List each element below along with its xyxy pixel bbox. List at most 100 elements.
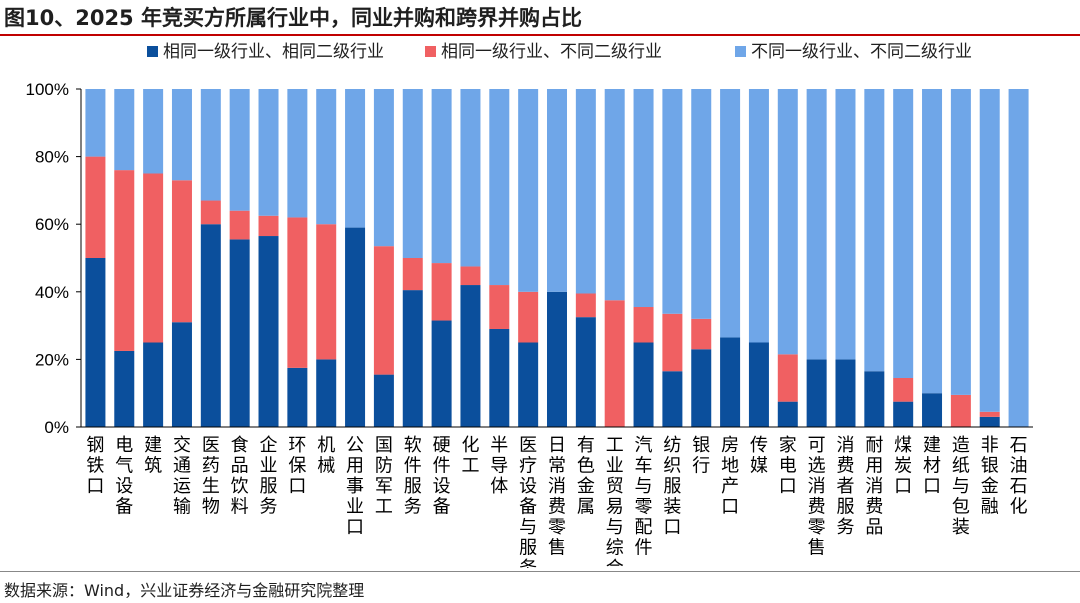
x-tick-label: 银行 (692, 435, 710, 477)
bars (85, 89, 1029, 427)
bar-segment-1 (922, 393, 943, 427)
bar-segment-3 (171, 89, 192, 181)
x-tick-label: 家电口 (779, 435, 797, 497)
bar-segment-2 (85, 156, 106, 258)
x-tick-label: 钢铁口 (86, 435, 104, 497)
x-tick-label: 食品饮料 (231, 435, 249, 518)
x-tick-label: 半导体 (490, 435, 508, 497)
bar-segment-2 (373, 246, 394, 375)
title-divider (0, 34, 1080, 36)
bar-segment-2 (258, 215, 279, 237)
bar-segment-2 (287, 217, 308, 368)
bar-segment-2 (604, 300, 625, 427)
bar-segment-1 (143, 342, 164, 427)
bar-segment-2 (460, 266, 481, 286)
x-tick-label: 有色金属 (577, 435, 595, 518)
legend-swatch-1 (147, 46, 158, 57)
bar-segment-3 (979, 89, 1000, 412)
legend-swatch-3 (735, 46, 746, 57)
bar-segment-1 (748, 342, 769, 427)
x-tick-label: 电气设备 (115, 435, 133, 518)
x-tick-label: 国防军工 (375, 435, 393, 518)
x-tick-label: 软件服务 (404, 435, 422, 518)
bar-segment-2 (691, 318, 712, 350)
bar-segment-1 (777, 401, 798, 427)
bar-segment-1 (691, 349, 712, 427)
bar-segment-2 (575, 293, 596, 318)
bar-segment-3 (287, 89, 308, 218)
y-axis: 0% 20% 40% 60% 80% 100% (26, 80, 82, 437)
bar-segment-3 (460, 89, 481, 267)
bar-segment-3 (720, 89, 741, 338)
bar-segment-3 (864, 89, 885, 372)
bar-segment-3 (806, 89, 827, 360)
bar-segment-1 (345, 227, 366, 427)
bar-segment-3 (518, 89, 539, 292)
bar-segment-3 (691, 89, 712, 319)
y-tick-label: 100% (26, 80, 69, 99)
bar-segment-1 (864, 371, 885, 427)
bar-segment-3 (345, 89, 366, 228)
bar-segment-3 (922, 89, 943, 394)
bar-segment-1 (633, 342, 654, 427)
legend: 相同一级行业、相同二级行业 相同一级行业、不同二级行业 不同一级行业、不同二级行业 (147, 42, 972, 62)
bar-segment-1 (287, 367, 308, 427)
x-tick-label: 非银金融 (981, 435, 999, 518)
bar-segment-3 (1008, 89, 1029, 427)
x-tick-label: 消费者服务 (836, 435, 854, 538)
bar-segment-3 (662, 89, 683, 314)
bar-segment-2 (518, 291, 539, 343)
bar-segment-2 (633, 307, 654, 343)
y-tick-label: 20% (35, 350, 69, 369)
x-tick-label: 医疗设备与服务 (519, 435, 537, 568)
bar-segment-3 (85, 89, 106, 157)
bar-segment-1 (547, 291, 567, 427)
bar-segment-1 (518, 342, 539, 427)
bar-segment-3 (748, 89, 769, 343)
y-tick-label: 60% (35, 215, 69, 234)
bar-segment-2 (662, 313, 683, 372)
y-tick-label: 0% (44, 418, 69, 437)
x-tick-label: 耐用消费品 (865, 435, 883, 538)
bar-segment-3 (950, 89, 971, 395)
bar-segment-1 (806, 359, 827, 427)
bar-segment-2 (979, 411, 1000, 417)
x-tick-label: 工业贸易与综合 (606, 435, 624, 568)
x-tick-label: 汽车与零配件 (635, 435, 653, 559)
bar-segment-1 (316, 359, 337, 427)
bar-segment-2 (229, 210, 250, 240)
bar-segment-3 (200, 89, 221, 201)
bar-segment-3 (893, 89, 914, 378)
x-tick-label: 石油石化 (1010, 435, 1028, 518)
bar-segment-3 (604, 89, 625, 301)
bar-segment-1 (171, 322, 192, 427)
bar-segment-2 (489, 285, 510, 329)
x-tick-label: 硬件设备 (433, 435, 451, 518)
source-note: 数据来源：Wind，兴业证券经济与金融研究院整理 (4, 581, 365, 600)
bar-segment-3 (402, 89, 423, 258)
y-tick-label: 80% (35, 148, 69, 167)
bar-segment-3 (114, 89, 135, 171)
bar-segment-2 (777, 354, 798, 402)
x-axis: 钢铁口电气设备建筑交通运输医药生物食品饮料企业服务环保口机械公用事业口国防军工软… (81, 426, 1033, 568)
x-tick-label: 企业服务 (260, 435, 278, 518)
bar-segment-2 (171, 180, 192, 323)
bar-segment-2 (893, 377, 914, 402)
bar-segment-3 (229, 89, 250, 211)
bar-segment-2 (402, 258, 423, 291)
figure-title: 图10、2025 年竞买方所属行业中，同业并购和跨界并购占比 (4, 6, 582, 30)
bar-segment-3 (431, 89, 452, 264)
x-tick-label: 环保口 (288, 435, 306, 497)
x-tick-label: 建材口 (923, 435, 941, 497)
bar-segment-1 (835, 359, 856, 427)
bar-segment-1 (489, 328, 510, 427)
bar-segment-1 (402, 290, 423, 427)
bar-segment-1 (200, 224, 221, 427)
legend-label-3: 不同一级行业、不同二级行业 (751, 42, 972, 62)
bar-segment-3 (316, 89, 337, 225)
bar-segment-3 (575, 89, 596, 294)
bar-segment-1 (575, 317, 596, 427)
bar-segment-3 (777, 89, 798, 355)
stacked-bar-chart: 相同一级行业、相同二级行业 相同一级行业、不同二级行业 不同一级行业、不同二级行业 … (26, 42, 1033, 568)
bar-segment-1 (85, 258, 106, 427)
